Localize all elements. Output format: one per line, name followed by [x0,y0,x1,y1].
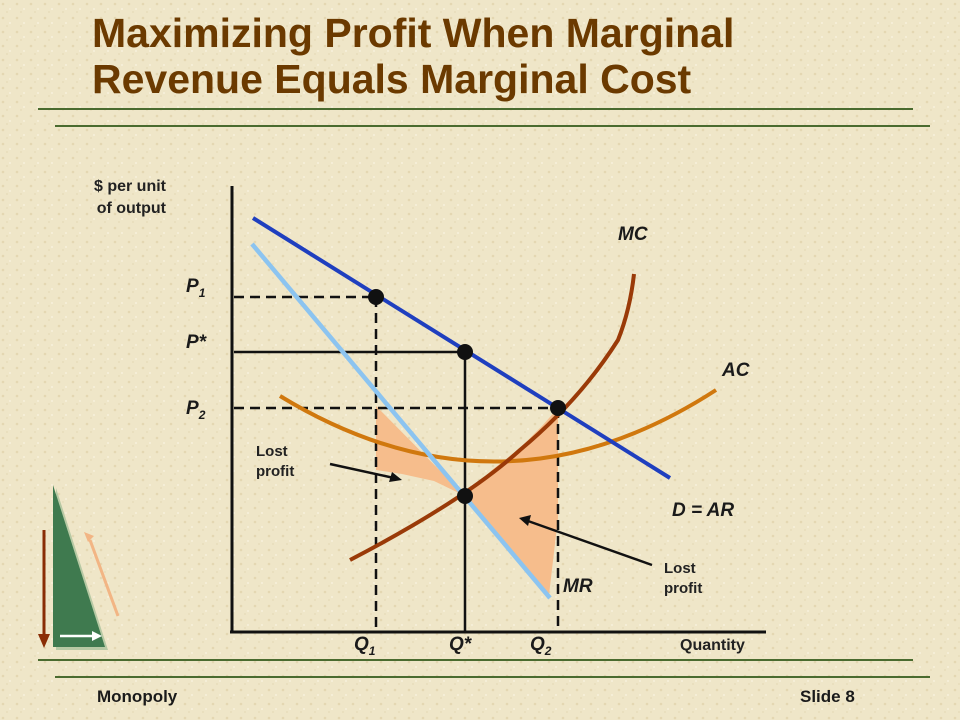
lost-profit-arrow-right [527,519,653,567]
title-divider-top [38,108,913,110]
triangle-arrows-icon [38,485,120,650]
x-axis-label: Quantity [680,637,745,654]
y-axis-label: $ per unit of output [93,178,166,217]
ac-curve-label: AC [722,360,750,381]
lost-profit-region-right [465,408,558,595]
mr-curve [250,242,552,600]
q1-label: Q1 [354,634,376,658]
point-p2-q2 [550,400,566,416]
pstar-label: P* [186,332,207,353]
qstar-label: Q* [449,634,472,655]
q2-label: Q2 [530,634,552,658]
mc-curve [349,273,636,562]
point-mr-mc [457,488,473,504]
demand-curve-label: D = AR [672,500,735,521]
title-divider-bottom [55,125,930,127]
footer-section-name: Monopoly [97,687,178,706]
lost-profit-arrowhead-right [519,515,531,526]
slide-title: Maximizing Profit When Marginal Revenue … [92,10,735,102]
lost-profit-note-left: Lost profit [256,443,295,480]
mc-curve-label: MC [618,224,648,245]
mr-curve-label: MR [563,576,593,597]
point-pstar-qstar [457,344,473,360]
ac-curve [278,388,718,464]
lost-profit-arrow-left [329,462,395,480]
p2-label: P2 [186,398,206,422]
footer-slide-number: Slide 8 [800,687,855,706]
lost-profit-note-right: Lost profit [664,560,703,597]
lost-profit-arrowhead-left [389,472,402,482]
footer-divider-bottom [55,676,930,678]
footer-divider-top [38,659,913,661]
point-p1-q1 [368,289,384,305]
p1-label: P1 [186,276,206,300]
